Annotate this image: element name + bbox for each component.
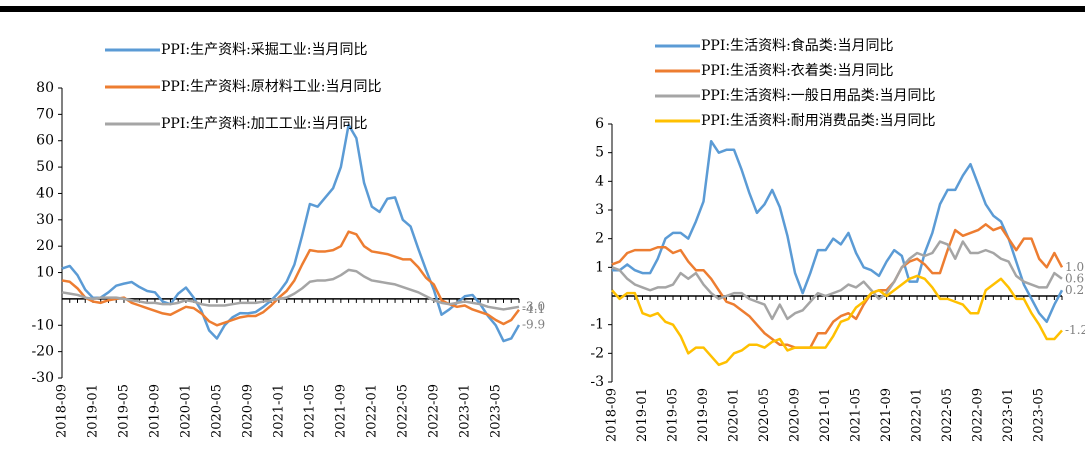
x-tick-label: 2018-09 <box>605 388 620 442</box>
series-line <box>612 242 1062 319</box>
x-tick-label: 2022-09 <box>426 384 441 438</box>
x-tick-label: 2022-09 <box>971 388 986 442</box>
x-tick-label: 2018-09 <box>55 384 70 438</box>
y-tick-label: -10 <box>31 317 54 333</box>
x-tick-label: 2022-05 <box>395 384 410 438</box>
y-tick-label: -30 <box>31 370 54 386</box>
series-line <box>62 232 519 326</box>
x-tick-label: 2022-05 <box>940 388 955 442</box>
y-tick-label: 40 <box>36 185 54 201</box>
y-tick-label: 6 <box>595 116 604 132</box>
x-tick-label: 2020-05 <box>209 384 224 438</box>
legend-label: PPI:生活资料:耐用消费品类:当月同比 <box>701 113 936 129</box>
x-tick-label: 2023-01 <box>457 384 472 438</box>
x-tick-label: 2019-05 <box>116 384 131 438</box>
x-tick-label: 2019-01 <box>635 388 650 442</box>
x-tick-label: 2022-01 <box>364 384 379 438</box>
x-tick-label: 2019-05 <box>666 388 681 442</box>
x-tick-label: 2022-01 <box>910 388 925 442</box>
x-tick-label: 2019-01 <box>85 384 100 438</box>
series-line <box>612 141 1062 322</box>
x-tick-label: 2019-09 <box>696 388 711 442</box>
legend-label: PPI:生产资料:采掘工业:当月同比 <box>161 42 368 58</box>
y-tick-label: -3 <box>590 374 604 390</box>
end-label: -3.0 <box>522 299 545 313</box>
x-tick-label: 2021-09 <box>333 384 348 438</box>
x-tick-label: 2023-05 <box>488 384 503 438</box>
legend-label: PPI:生活资料:食品类:当月同比 <box>701 37 894 54</box>
legend-label: PPI:生产资料:加工工业:当月同比 <box>161 116 368 132</box>
y-tick-label: 1 <box>595 259 604 275</box>
x-tick-label: 2020-09 <box>788 388 803 442</box>
x-tick-label: 2021-01 <box>818 388 833 442</box>
y-tick-label: -2 <box>590 345 604 361</box>
x-tick-label: 2023-05 <box>1032 388 1047 442</box>
y-tick-label: 50 <box>36 159 54 175</box>
x-tick-label: 2020-05 <box>757 388 772 442</box>
y-tick-label: 10 <box>36 265 54 281</box>
x-tick-label: 2021-05 <box>302 384 317 438</box>
y-tick-label: 20 <box>36 238 54 254</box>
legend-label: PPI:生活资料:衣着类:当月同比 <box>701 63 894 79</box>
legend-label: PPI:生活资料:一般日用品类:当月同比 <box>701 88 936 104</box>
y-tick-label: 30 <box>36 212 54 228</box>
top-rule <box>0 6 1085 12</box>
x-tick-label: 2021-01 <box>271 384 286 438</box>
y-tick-label: 3 <box>595 202 604 218</box>
end-label: -1.2 <box>1065 323 1085 337</box>
y-tick-label: 2 <box>595 231 604 247</box>
x-tick-label: 2020-09 <box>240 384 255 438</box>
end-label: -9.9 <box>522 318 545 332</box>
y-tick-label: 60 <box>36 133 54 149</box>
x-tick-label: 2020-01 <box>178 384 193 438</box>
y-tick-label: 4 <box>595 173 604 189</box>
y-tick-label: 5 <box>595 145 604 161</box>
x-tick-label: 2023-01 <box>1001 388 1016 442</box>
x-tick-label: 2021-05 <box>849 388 864 442</box>
x-tick-label: 2020-01 <box>727 388 742 442</box>
x-tick-label: 2021-09 <box>879 388 894 442</box>
y-tick-label: 80 <box>36 80 54 96</box>
y-tick-label: 70 <box>36 106 54 122</box>
y-tick-label: -20 <box>31 344 54 360</box>
y-tick-label: -1 <box>590 317 604 333</box>
end-label: 0.6 <box>1065 271 1084 285</box>
x-tick-label: 2019-09 <box>147 384 162 438</box>
page: -30 -20 -10 10 20 30 40 50 60 70 80 2018-09 2019-01 2… <box>0 0 1085 472</box>
series-line <box>62 125 519 341</box>
legend-label: PPI:生产资料:原材料工业:当月同比 <box>161 79 382 95</box>
